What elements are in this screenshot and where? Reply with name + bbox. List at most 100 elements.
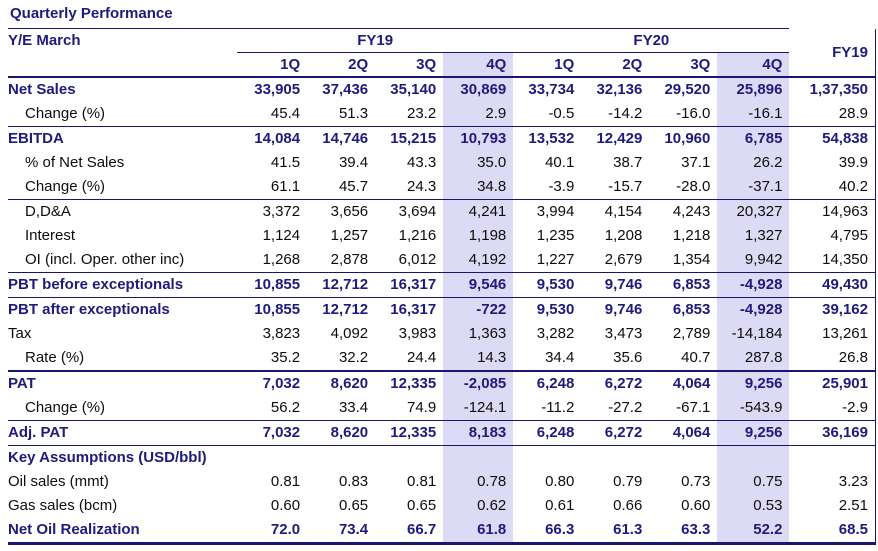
cell-value: 3,473 [604, 325, 643, 342]
quarter-header-row: 1Q 2Q 3Q 4Q 1Q 2Q 3Q 4Q [8, 52, 876, 78]
cell-value: 16,317 [375, 272, 444, 298]
cell-value: 45.4 [237, 102, 308, 127]
cell-value: 1,354 [649, 248, 718, 273]
table-row: D,D&A 3,372 3,656 3,694 4,241 3,994 4,154 4,243… [8, 199, 877, 224]
cell-value: -4,928 [717, 297, 790, 322]
cell-value: 0.65 [338, 497, 369, 514]
table-row: Key Assumptions (USD/bbl) [8, 445, 877, 471]
cell-value: -28.0 [649, 175, 718, 200]
cell-value: 2,789 [672, 325, 711, 342]
cell-value: 37,436 [322, 81, 369, 98]
cell-value: 63.3 [649, 518, 718, 545]
cell-value: 6,272 [604, 375, 643, 392]
cell-value: 14.3 [443, 346, 514, 372]
cell-value: 14,084 [254, 130, 301, 147]
cell-value: 3,282 [536, 325, 575, 342]
page-title: Quarterly Performance [10, 5, 173, 22]
cell-value: 12,429 [596, 130, 643, 147]
cell-value: 26.8 [789, 346, 877, 372]
cell-value: 66.7 [375, 518, 444, 545]
cell-value: 23.2 [375, 102, 444, 127]
cell-value: 14,963 [789, 199, 877, 224]
cell-value: 39.4 [338, 154, 369, 171]
cell-value: 4,795 [789, 224, 877, 248]
cell-value: -0.5 [513, 102, 582, 127]
table-row: PBT before exceptionals 10,855 12,712 16,31… [8, 272, 877, 298]
cell-value: -543.9 [717, 396, 790, 421]
cell-value: 10,855 [254, 301, 301, 318]
cell-value: 36,169 [789, 420, 877, 446]
cell-value: 4,064 [672, 375, 711, 392]
cell-value: 287.8 [717, 346, 790, 372]
cell-value: -4,928 [717, 272, 790, 298]
cell-value: 8,183 [443, 420, 514, 446]
cell-value [789, 445, 877, 470]
cell-value [443, 445, 514, 470]
cell-value: 35.2 [237, 346, 308, 372]
cell-value: 26.2 [717, 151, 790, 175]
cell-value: 1,208 [604, 227, 643, 244]
cell-value: 39,162 [789, 297, 877, 322]
cell-value: 61.1 [237, 175, 308, 200]
quarter-header-spacer [8, 52, 238, 78]
cell-value: 9,746 [581, 272, 650, 298]
cell-value: -124.1 [443, 396, 514, 421]
cell-value: -16.1 [717, 102, 790, 127]
quarter-header: 1Q [237, 52, 308, 78]
cell-value: 1,37,350 [789, 77, 877, 102]
cell-value: 45.7 [307, 175, 376, 200]
cell-value: 9,746 [604, 301, 643, 318]
cell-value: 10,793 [443, 126, 514, 151]
cell-value: 9,256 [717, 420, 790, 446]
cell-value: 12,335 [390, 375, 437, 392]
table-row: EBITDA 14,084 14,746 15,215 10,793 13,532 12,4… [8, 126, 877, 151]
cell-value: 9,256 [717, 371, 790, 396]
row-label: Adj. PAT [8, 420, 238, 446]
row-label: Rate (%) [8, 346, 238, 372]
cell-value: 0.78 [443, 470, 514, 494]
cell-value: 37.1 [681, 154, 711, 171]
year-group-row: Y/E March FY19 FY20 FY19 [8, 28, 877, 78]
cell-value: 9,530 [536, 301, 575, 318]
cell-value: 15,215 [390, 130, 437, 147]
cell-value: 0.81 [270, 473, 301, 490]
cell-value [237, 446, 307, 471]
cell-value: 8,620 [330, 375, 369, 392]
cell-value: -67.1 [649, 396, 718, 421]
table-row: Oil sales (mmt) 0.81 0.83 0.81 0.78 0.80 0.79 0… [8, 470, 877, 494]
row-label: PAT [8, 375, 36, 392]
table-row: PAT 7,032 8,620 12,335 -2,085 6,248 6,272 4,064… [8, 371, 877, 396]
cell-value: 7,032 [237, 420, 308, 446]
cell-value: 40.7 [649, 346, 718, 372]
cell-value: 1,216 [398, 227, 437, 244]
cell-value: -2,085 [443, 371, 514, 396]
cell-value: 0.80 [545, 473, 575, 490]
cell-value: 1,363 [443, 322, 514, 346]
row-label: Key Assumptions (USD/bbl) [8, 449, 207, 466]
cell-value: 35,140 [390, 81, 437, 98]
cell-value: 73.4 [307, 518, 376, 545]
cell-value: 52.2 [717, 518, 790, 545]
quarter-header: 4Q [717, 52, 790, 78]
year-end-label: Y/E March [8, 28, 238, 53]
cell-value: 51.3 [307, 102, 376, 127]
cell-value: 16,317 [390, 301, 437, 318]
annual-column-header: FY19 [789, 28, 877, 78]
cell-value: -27.2 [581, 396, 650, 421]
cell-value: 1,268 [237, 248, 308, 273]
cell-value: 0.81 [406, 473, 437, 490]
cell-value: 1,218 [672, 227, 711, 244]
row-label: Net Oil Realization [8, 518, 238, 545]
cell-value: -14,184 [717, 322, 790, 346]
row-label: Oil sales (mmt) [8, 473, 109, 490]
cell-value: 14,350 [789, 248, 877, 273]
row-label: OI (incl. Oper. other inc) [8, 248, 238, 273]
cell-value: 32.2 [307, 346, 376, 372]
cell-value: 4,192 [443, 248, 514, 273]
cell-value: 33.4 [307, 396, 376, 421]
cell-value: 9,546 [443, 272, 514, 298]
cell-value: -3.9 [513, 175, 582, 200]
table-row: Tax 3,823 4,092 3,983 1,363 3,282 3,473 2,789 -1… [8, 322, 877, 346]
cell-value: 30,869 [443, 77, 514, 102]
cell-value: 13,532 [528, 130, 575, 147]
